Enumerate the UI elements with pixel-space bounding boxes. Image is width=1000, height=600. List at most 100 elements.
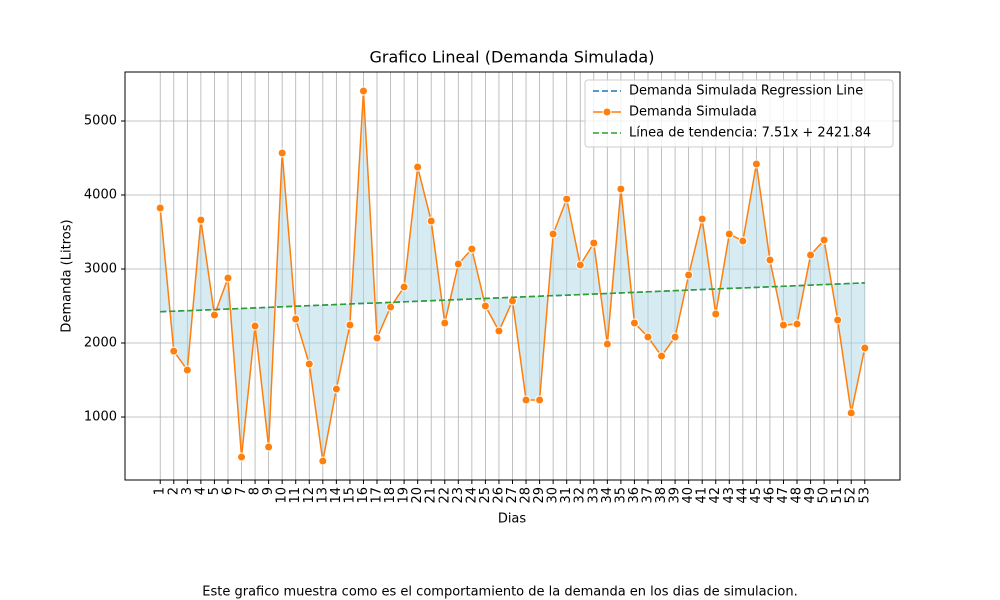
x-tick-label: 5: [207, 487, 222, 495]
marker: [602, 339, 612, 349]
x-tick-label: 44: [735, 487, 750, 504]
y-tick-label: 5000: [84, 113, 117, 128]
marker: [589, 238, 599, 248]
legend-label: Línea de tendencia: 7.51x + 2421.84: [629, 126, 871, 141]
x-tick-label: 34: [600, 487, 615, 504]
marker: [277, 148, 287, 158]
y-axis-label: Demanda (Litros): [60, 219, 75, 332]
marker: [629, 318, 639, 328]
marker: [643, 332, 653, 342]
marker: [846, 408, 856, 418]
marker: [521, 395, 531, 405]
x-tick-label: 43: [722, 487, 737, 504]
marker: [250, 321, 260, 331]
x-tick-label: 39: [668, 487, 683, 504]
x-tick-label: 24: [464, 487, 479, 504]
x-tick-label: 23: [451, 487, 466, 504]
y-tick-label: 3000: [84, 262, 117, 277]
marker: [440, 318, 450, 328]
marker: [860, 343, 870, 353]
x-tick-label: 6: [220, 487, 235, 495]
x-axis-label: Dias: [498, 512, 527, 527]
marker: [358, 86, 368, 96]
x-tick-label: 51: [830, 487, 845, 504]
marker: [480, 301, 490, 311]
x-tick-label: 12: [302, 487, 317, 504]
x-tick-label: 13: [315, 487, 330, 504]
x-tick-label: 48: [790, 487, 805, 504]
legend-box: [584, 79, 894, 148]
marker: [792, 319, 802, 329]
marker: [318, 456, 328, 466]
x-tick-label: 2: [166, 487, 181, 495]
x-tick-label: 4: [193, 487, 208, 495]
legend-marker: [602, 107, 612, 117]
marker: [209, 310, 219, 320]
x-tick-label: 49: [803, 487, 818, 504]
marker: [670, 332, 680, 342]
x-tick-label: 35: [613, 487, 628, 504]
x-tick-label: 9: [261, 487, 276, 495]
marker: [778, 320, 788, 330]
x-tick-label: 38: [654, 487, 669, 504]
marker: [467, 244, 477, 254]
series-line: [160, 282, 865, 313]
x-tick-label: 50: [817, 487, 832, 504]
marker: [386, 302, 396, 312]
x-tick-label: 3: [180, 487, 195, 495]
x-tick-label: 7: [234, 487, 249, 495]
x-tick-label: 41: [695, 487, 710, 504]
x-tick-label: 15: [342, 487, 357, 504]
x-tick-label: 36: [627, 487, 642, 504]
marker: [169, 346, 179, 356]
marker: [562, 194, 572, 204]
marker: [223, 273, 233, 283]
marker: [724, 229, 734, 239]
x-tick-label: 28: [519, 487, 534, 504]
marker: [413, 162, 423, 172]
x-tick-label: 22: [437, 487, 452, 504]
marker: [264, 442, 274, 452]
marker: [494, 326, 504, 336]
marker: [182, 365, 192, 375]
marker: [711, 309, 721, 319]
x-tick-label: 16: [356, 487, 371, 504]
marker: [331, 384, 341, 394]
x-tick-label: 46: [762, 487, 777, 504]
marker: [535, 395, 545, 405]
x-tick-label: 25: [478, 487, 493, 504]
marker: [291, 314, 301, 324]
legend-label: Demanda Simulada: [629, 105, 757, 120]
marker: [453, 259, 463, 269]
marker: [765, 255, 775, 265]
x-tick-label: 40: [681, 487, 696, 504]
marker: [196, 215, 206, 225]
marker: [155, 203, 165, 213]
x-tick-label: 20: [410, 487, 425, 504]
marker: [738, 236, 748, 246]
x-tick-label: 10: [275, 487, 290, 504]
x-tick-label: 27: [505, 487, 520, 504]
x-tick-label: 17: [370, 487, 385, 504]
x-tick-label: 1: [153, 487, 168, 495]
marker: [304, 359, 314, 369]
marker: [833, 315, 843, 325]
marker: [819, 235, 829, 245]
x-tick-label: 42: [708, 487, 723, 504]
chart-title: Grafico Lineal (Demanda Simulada): [370, 48, 655, 67]
fill-area: [160, 91, 865, 462]
x-tick-label: 8: [248, 487, 263, 495]
x-tick-label: 19: [397, 487, 412, 504]
x-tick-label: 33: [586, 487, 601, 504]
marker: [548, 229, 558, 239]
x-tick-label: 31: [559, 487, 574, 504]
x-tick-label: 37: [640, 487, 655, 504]
x-tick-label: 52: [844, 487, 859, 504]
x-tick-label: 26: [491, 487, 506, 504]
marker: [616, 184, 626, 194]
marker: [426, 216, 436, 226]
marker: [237, 452, 247, 462]
marker: [508, 296, 517, 306]
marker: [684, 270, 694, 280]
x-tick-label: 32: [573, 487, 588, 504]
